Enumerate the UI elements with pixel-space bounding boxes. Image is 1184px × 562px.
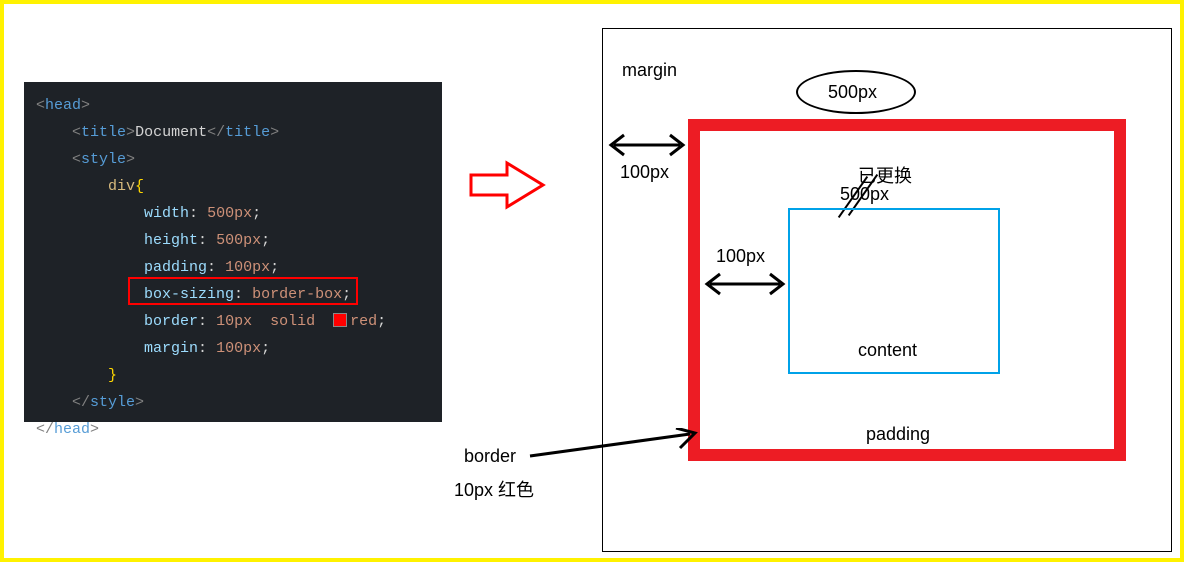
label-100px-margin: 100px bbox=[620, 162, 669, 183]
arrow-padding-left bbox=[702, 270, 788, 298]
val-width: 500px bbox=[207, 205, 252, 222]
prop-padding: padding bbox=[144, 259, 207, 276]
tag-style-open: style bbox=[81, 151, 126, 168]
val-height: 500px bbox=[216, 232, 261, 249]
code-line: width: 500px; bbox=[36, 200, 430, 227]
prop-width: width bbox=[144, 205, 189, 222]
tag-head-open: head bbox=[45, 97, 81, 114]
tag-head-close: head bbox=[54, 421, 90, 438]
code-line: padding: 100px; bbox=[36, 254, 430, 281]
val-margin: 100px bbox=[216, 340, 261, 357]
code-line: <style> bbox=[36, 146, 430, 173]
code-line: <title>Document</title> bbox=[36, 119, 430, 146]
label-padding: padding bbox=[866, 424, 930, 445]
color-swatch-icon bbox=[333, 313, 347, 327]
tag-title-close: title bbox=[225, 124, 270, 141]
val-border-c: red bbox=[350, 313, 377, 330]
css-selector: div bbox=[108, 178, 135, 195]
code-line: <head> bbox=[36, 92, 430, 119]
label-border-desc: 10px 红色 bbox=[454, 476, 534, 502]
tag-style-close: style bbox=[90, 394, 135, 411]
prop-height: height bbox=[144, 232, 198, 249]
outer-frame: <head> <title>Document</title> <style> d… bbox=[0, 0, 1184, 562]
arrow-border-pointer bbox=[520, 428, 700, 468]
code-editor: <head> <title>Document</title> <style> d… bbox=[24, 82, 442, 422]
tag-title-open: title bbox=[81, 124, 126, 141]
prop-border: border bbox=[144, 313, 198, 330]
code-line-boxsizing: box-sizing: border-box; bbox=[36, 281, 430, 308]
val-border-s: solid bbox=[270, 313, 315, 330]
code-line: border: 10px solid red; bbox=[36, 308, 430, 335]
prop-boxsizing: box-sizing bbox=[144, 286, 234, 303]
code-line: </head> bbox=[36, 416, 430, 443]
val-boxsizing: border-box bbox=[252, 286, 342, 303]
code-line: margin: 100px; bbox=[36, 335, 430, 362]
arrow-margin-left bbox=[606, 130, 688, 160]
code-line: </style> bbox=[36, 389, 430, 416]
code-line: div{ bbox=[36, 173, 430, 200]
title-text: Document bbox=[135, 124, 207, 141]
label-500px-top: 500px bbox=[828, 82, 877, 103]
val-border-w: 10px bbox=[216, 313, 252, 330]
label-border: border bbox=[464, 446, 516, 467]
code-line: } bbox=[36, 362, 430, 389]
val-padding: 100px bbox=[225, 259, 270, 276]
label-100px-padding: 100px bbox=[716, 246, 765, 267]
prop-margin: margin bbox=[144, 340, 198, 357]
label-margin: margin bbox=[622, 60, 677, 81]
label-content: content bbox=[858, 340, 917, 361]
pointer-arrow-icon bbox=[467, 159, 547, 211]
code-line: height: 500px; bbox=[36, 227, 430, 254]
